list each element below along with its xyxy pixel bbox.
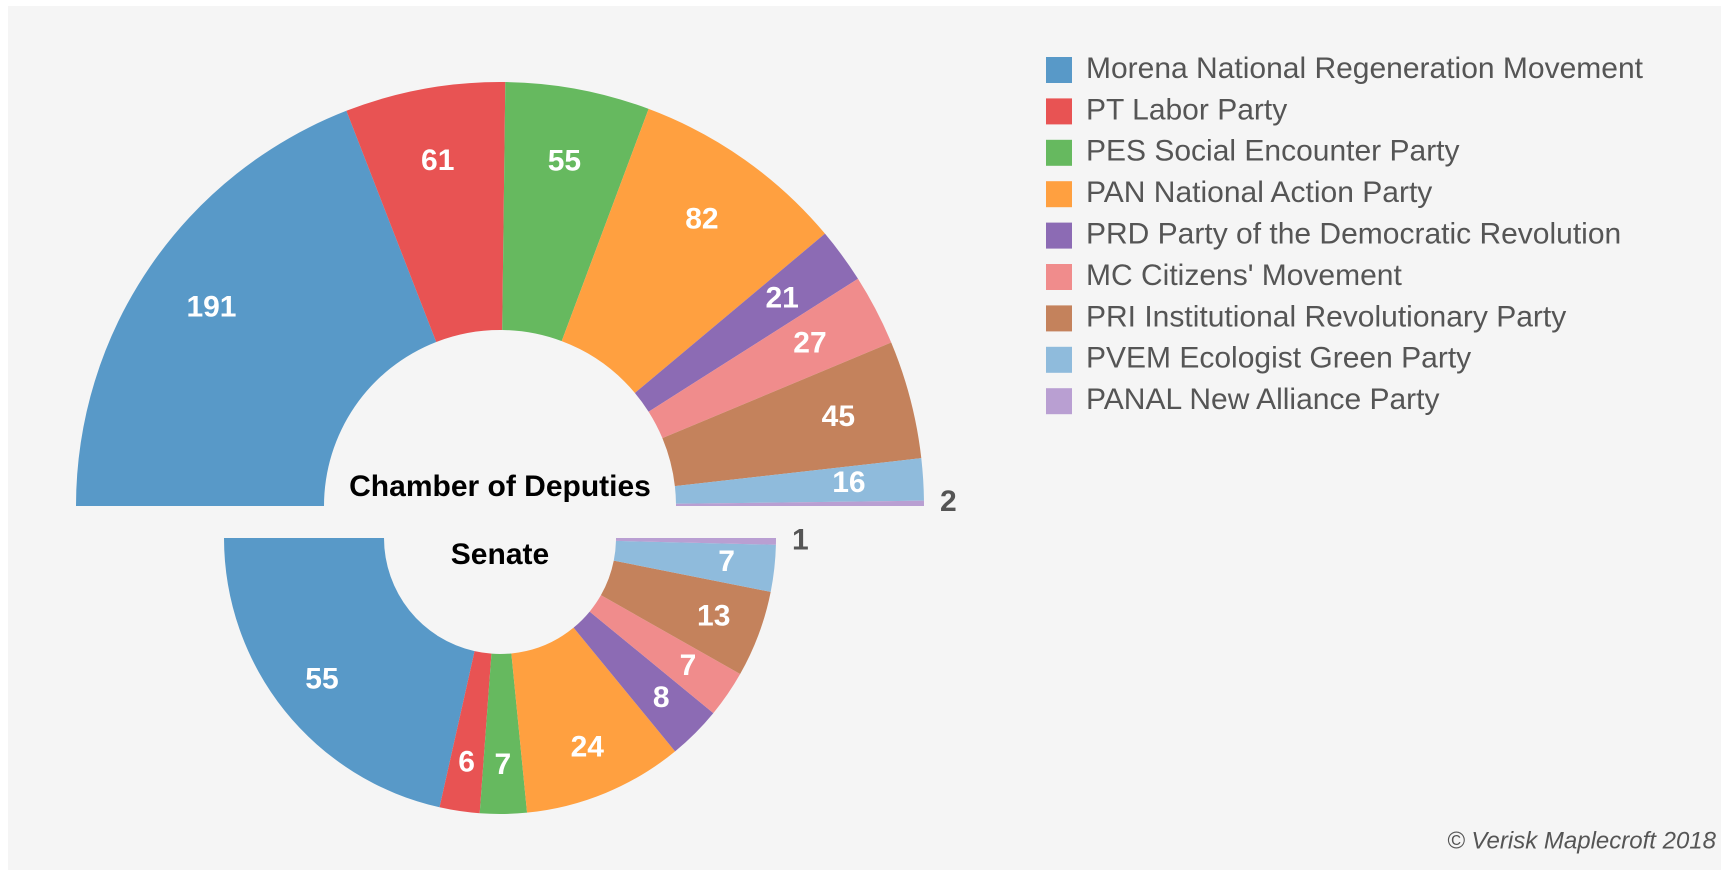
legend-label: PAN National Action Party	[1086, 176, 1432, 209]
slice	[573, 611, 714, 752]
legend-label: PANAL New Alliance Party	[1086, 383, 1439, 416]
data-label: 1	[792, 524, 809, 557]
chart-title: Senate	[451, 538, 549, 571]
slice	[675, 500, 924, 506]
slice	[600, 560, 771, 675]
legend-swatch	[1046, 346, 1072, 373]
data-label: 21	[765, 282, 798, 315]
data-label: 45	[822, 400, 855, 433]
legend-swatch	[1046, 57, 1072, 83]
chart-title: Chamber of Deputies	[349, 470, 651, 503]
legend-swatch	[1046, 139, 1072, 166]
slice	[479, 653, 528, 815]
slice	[634, 233, 858, 412]
slice	[76, 110, 437, 506]
data-label: 191	[186, 291, 236, 324]
legend-label: PRI Institutional Revolutionary Party	[1086, 300, 1566, 333]
legend-swatch	[1046, 222, 1072, 249]
data-label: 82	[685, 203, 718, 236]
slice	[346, 82, 506, 342]
legend-label: Morena National Regeneration Movement	[1086, 52, 1644, 85]
data-label: 7	[680, 649, 697, 682]
slice	[648, 278, 892, 439]
legend-label: PRD Party of the Democratic Revolution	[1086, 218, 1621, 251]
slice	[511, 627, 676, 813]
slice	[589, 595, 741, 714]
slice	[439, 651, 492, 814]
data-label: 27	[793, 326, 826, 359]
data-label: 7	[718, 545, 735, 578]
legend-swatch	[1046, 181, 1072, 208]
data-label: 6	[458, 745, 475, 778]
slice	[613, 540, 776, 592]
data-label: 2	[940, 485, 957, 518]
slice	[224, 538, 475, 808]
data-label: 16	[832, 466, 865, 499]
legend-swatch	[1046, 98, 1072, 125]
data-label: 55	[548, 144, 581, 177]
data-label: 24	[571, 731, 605, 764]
legend-label: PT Labor Party	[1086, 93, 1287, 126]
data-label: 13	[697, 599, 730, 632]
legend-swatch	[1046, 305, 1072, 332]
legend-label: MC Citizens' Movement	[1086, 259, 1402, 292]
data-label: 8	[653, 681, 670, 714]
legend-swatch	[1046, 264, 1072, 290]
slice	[502, 82, 649, 342]
slice	[674, 458, 924, 504]
legend-swatch	[1046, 388, 1072, 415]
data-label: 7	[494, 748, 511, 781]
slice	[561, 108, 825, 393]
slice	[615, 538, 777, 545]
data-label: 61	[421, 144, 454, 177]
legend-label: PES Social Encounter Party	[1086, 135, 1460, 168]
legend-label: PVEM Ecologist Green Party	[1086, 342, 1471, 375]
slice	[662, 342, 922, 487]
data-label: 55	[305, 662, 338, 695]
credit: © Verisk Maplecroft 2018	[1447, 827, 1717, 854]
